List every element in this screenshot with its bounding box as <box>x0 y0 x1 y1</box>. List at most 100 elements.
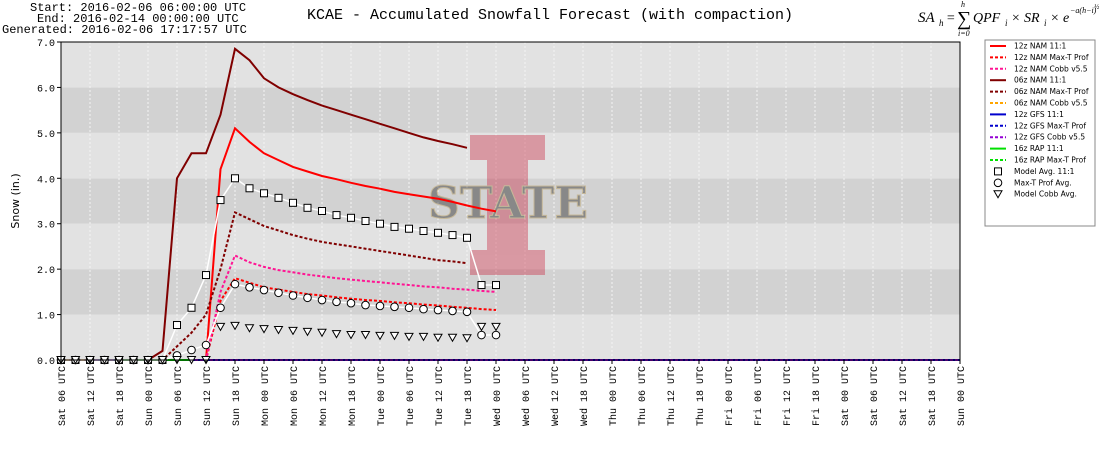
x-tick-label: Mon 12 UTC <box>319 366 330 426</box>
grid-band <box>61 178 960 224</box>
legend-label: 12z GFS 11:1 <box>1014 110 1064 119</box>
marker-circle <box>491 330 501 340</box>
formula-part: i <box>1044 18 1047 28</box>
x-tick-label: Sun 12 UTC <box>203 366 214 426</box>
formula-part: ½ <box>1094 3 1100 11</box>
x-tick-label: Sun 00 UTC <box>145 366 156 426</box>
marker-square <box>448 231 457 240</box>
marker-square <box>231 174 239 183</box>
marker-square <box>390 222 399 231</box>
x-tick-label: Tue 00 UTC <box>377 366 388 426</box>
generated-time: Generated: 2016-02-06 17:17:57 UTC <box>2 23 247 37</box>
marker-triangle <box>215 322 226 332</box>
x-tick-label: Tue 18 UTC <box>464 366 475 426</box>
x-tick-label: Thu 12 UTC <box>666 366 678 426</box>
formula-part: i=0 <box>958 29 970 38</box>
marker-circle <box>259 285 269 295</box>
plot-background <box>61 42 960 360</box>
formula-part: × SR <box>1011 11 1040 26</box>
marker-triangle <box>302 327 313 337</box>
legend-label: 06z NAM Cobb v5.5 <box>1014 99 1088 108</box>
marker-square <box>173 321 181 330</box>
marker-square <box>187 303 196 312</box>
legend-label: Model Cobb Avg. <box>1014 190 1077 199</box>
x-tick-label: Wed 12 UTC <box>550 366 562 426</box>
marker-circle <box>477 330 486 340</box>
legend-label: 12z GFS Max-T Prof <box>1014 121 1086 130</box>
marker-square <box>492 281 500 290</box>
x-tick-label: Tue 12 UTC <box>435 366 446 426</box>
x-tick-label: Sat 18 UTC <box>928 366 939 426</box>
x-tick-label: Wed 18 UTC <box>579 366 591 426</box>
marker-square <box>202 271 210 280</box>
watermark: STATE <box>427 135 589 275</box>
y-tick-label: 1.0 <box>37 312 55 323</box>
x-tick-label: Thu 00 UTC <box>608 366 620 426</box>
legend-label: 16z RAP 11:1 <box>1014 144 1064 153</box>
x-tick-label: Sat 12 UTC <box>87 366 98 426</box>
marker-triangle <box>317 328 327 338</box>
legend-label: Model Avg. 11:1 <box>1014 167 1075 176</box>
legend-label: 12z NAM 11:1 <box>1014 42 1067 51</box>
x-tick-label: Fri 18 UTC <box>811 366 823 426</box>
x-tick-label: Mon 18 UTC <box>348 366 359 426</box>
x-tick-label: Sun 18 UTC <box>232 366 243 426</box>
x-tick-label: Wed 06 UTC <box>521 366 533 426</box>
marker-circle <box>404 303 414 313</box>
y-tick-label: 2.0 <box>37 266 55 277</box>
x-tick-label: Sat 18 UTC <box>116 366 127 426</box>
marker-square <box>405 224 413 233</box>
marker-triangle <box>360 331 371 340</box>
marker-circle <box>303 293 312 303</box>
marker-triangle <box>476 322 487 332</box>
y-tick-label: 4.0 <box>37 175 55 186</box>
watermark-text: STATE <box>428 178 588 229</box>
x-tick-label: Fri 00 UTC <box>724 366 736 426</box>
marker-circle <box>245 283 254 292</box>
marker-square <box>419 226 428 235</box>
legend <box>984 39 1096 227</box>
formula-part: h <box>961 0 965 9</box>
x-tick-label: Fri 06 UTC <box>753 366 765 426</box>
y-tick-label: 0.0 <box>37 357 55 368</box>
formula-part: −a(h−i) <box>1070 6 1097 15</box>
marker-triangle <box>288 326 298 336</box>
x-tick-label: Sat 00 UTC <box>841 366 852 426</box>
marker-square <box>318 206 326 215</box>
grid-band <box>61 87 960 133</box>
marker-triangle <box>491 322 501 332</box>
x-tick-label: Sat 06 UTC <box>58 366 69 426</box>
marker-circle <box>390 302 399 312</box>
formula-part: QPF <box>973 11 1001 26</box>
marker-triangle <box>993 190 1003 199</box>
plot-frame <box>60 41 961 361</box>
x-tick-label: Sun 06 UTC <box>174 366 185 426</box>
marker-square <box>274 193 283 202</box>
marker-circle <box>274 288 283 298</box>
marker-triangle <box>462 334 472 343</box>
formula-part: SA <box>918 10 936 26</box>
marker-square <box>994 167 1002 176</box>
marker-triangle <box>346 331 356 340</box>
legend-label: 06z NAM 11:1 <box>1014 76 1067 85</box>
marker-circle <box>433 305 443 315</box>
legend-label: 06z NAM Max-T Prof <box>1014 87 1089 96</box>
marker-circle <box>448 306 457 316</box>
marker-square <box>463 233 471 242</box>
watermark-logo <box>470 135 545 275</box>
marker-circle <box>317 295 327 305</box>
legend-label: 16z RAP Max-T Prof <box>1014 156 1086 165</box>
marker-triangle <box>259 325 269 334</box>
marker-square <box>289 198 297 207</box>
formula-part: = <box>946 11 955 26</box>
marker-triangle <box>433 333 443 343</box>
legend-label: 12z NAM Cobb v5.5 <box>1014 64 1088 73</box>
x-tick-label: Thu 18 UTC <box>695 366 707 426</box>
x-tick-label: Sat 06 UTC <box>870 366 881 426</box>
grid-band <box>61 269 960 315</box>
marker-circle <box>332 297 341 307</box>
marker-square <box>332 211 341 220</box>
x-tick-label: Mon 06 UTC <box>290 366 301 426</box>
x-tick-label: Fri 12 UTC <box>782 366 794 426</box>
axis-ticks: 0.0 1.0 2.0 3.0 4.0 5.0 6.0 7.0 Sat 06 UTC Sat 12… <box>37 39 968 426</box>
